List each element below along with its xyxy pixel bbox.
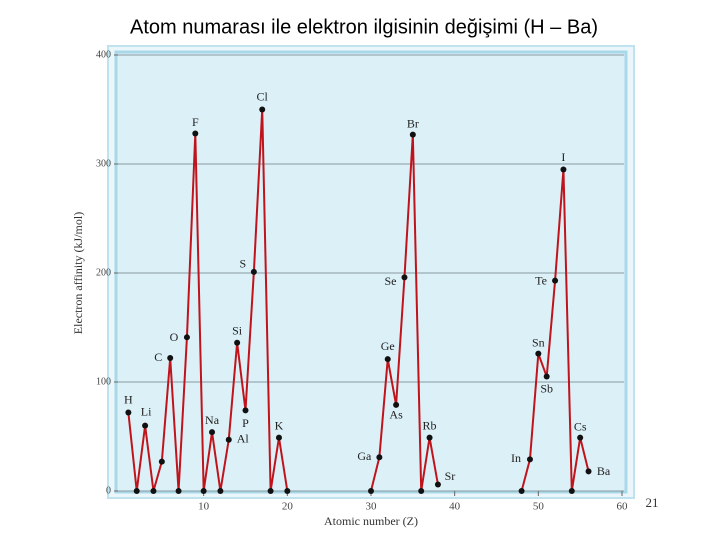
element-label: Se bbox=[384, 274, 396, 288]
element-label: As bbox=[389, 408, 403, 422]
data-point bbox=[150, 488, 157, 494]
element-label: Ge bbox=[381, 339, 395, 353]
slide-title: Atom numarası ile elektron ilgisinin değ… bbox=[130, 16, 598, 38]
element-label: Ga bbox=[357, 449, 372, 463]
data-point bbox=[259, 106, 266, 113]
data-point bbox=[200, 488, 207, 494]
x-tick-label: 30 bbox=[366, 501, 378, 513]
x-tick-label: 20 bbox=[282, 501, 294, 513]
data-point bbox=[376, 454, 383, 461]
y-axis-label: Electron affinity (kJ/mol) bbox=[71, 212, 85, 334]
x-tick-label: 40 bbox=[449, 501, 461, 513]
element-label: Sr bbox=[445, 469, 456, 483]
data-point bbox=[250, 268, 257, 275]
data-point bbox=[192, 130, 199, 137]
data-point bbox=[409, 131, 416, 138]
x-axis-label: Atomic number (Z) bbox=[324, 514, 418, 528]
data-point bbox=[209, 429, 216, 436]
data-point bbox=[577, 434, 584, 441]
element-label: Cl bbox=[257, 89, 269, 103]
data-point bbox=[526, 456, 533, 463]
data-point bbox=[393, 401, 400, 408]
element-label: I bbox=[561, 150, 565, 164]
data-point bbox=[158, 458, 165, 465]
data-point bbox=[175, 488, 182, 494]
element-label: Sn bbox=[532, 335, 545, 349]
element-label: Sb bbox=[540, 381, 553, 395]
data-point bbox=[434, 481, 441, 488]
element-label: Rb bbox=[423, 418, 437, 432]
data-point bbox=[518, 488, 525, 494]
plot: 0 100 200 300 400 10 20 30 40 50 60 H Li CO F Na Al Si P S C… bbox=[96, 49, 628, 512]
element-label: K bbox=[275, 418, 284, 432]
data-point bbox=[543, 373, 550, 380]
y-tick-label: 300 bbox=[96, 158, 111, 169]
element-label: Al bbox=[237, 432, 250, 446]
data-point bbox=[167, 355, 174, 362]
data-point bbox=[568, 488, 575, 494]
y-tick-label: 100 bbox=[96, 376, 111, 387]
element-label: Te bbox=[535, 273, 547, 287]
y-tick-label: 0 bbox=[106, 485, 111, 496]
data-point bbox=[225, 436, 232, 443]
data-point bbox=[234, 339, 241, 346]
element-label: In bbox=[511, 451, 521, 465]
data-point bbox=[217, 488, 224, 494]
element-label: Cs bbox=[574, 419, 587, 433]
element-label: F bbox=[192, 115, 199, 129]
data-point bbox=[418, 488, 425, 494]
data-point bbox=[384, 356, 391, 363]
y-tick-label: 200 bbox=[96, 267, 111, 278]
element-label: Li bbox=[141, 404, 152, 418]
y-tick-label: 400 bbox=[96, 49, 111, 60]
data-point bbox=[242, 407, 249, 414]
element-label: Na bbox=[205, 413, 220, 427]
x-tick-label: 50 bbox=[533, 501, 545, 513]
data-point bbox=[275, 434, 282, 441]
element-label: Si bbox=[232, 324, 243, 338]
element-label: Ba bbox=[597, 464, 611, 478]
element-label: C bbox=[154, 350, 162, 364]
data-point bbox=[183, 334, 190, 341]
data-point bbox=[401, 274, 408, 281]
data-point bbox=[426, 434, 433, 441]
data-point bbox=[585, 468, 592, 475]
data-point bbox=[284, 488, 291, 494]
data-point bbox=[125, 409, 132, 416]
element-label: Br bbox=[407, 116, 419, 130]
x-tick-label: 10 bbox=[198, 501, 210, 513]
data-point bbox=[560, 166, 567, 173]
element-label: H bbox=[124, 392, 133, 406]
data-point bbox=[142, 422, 149, 429]
page-number: 21 bbox=[646, 495, 659, 510]
element-label: P bbox=[242, 416, 249, 430]
data-point bbox=[133, 488, 140, 494]
data-point bbox=[552, 277, 559, 284]
data-point bbox=[535, 350, 542, 357]
data-point bbox=[267, 488, 274, 494]
element-label: S bbox=[240, 257, 247, 271]
data-point bbox=[368, 488, 374, 494]
x-tick-label: 60 bbox=[617, 501, 629, 513]
element-label: O bbox=[170, 330, 179, 344]
